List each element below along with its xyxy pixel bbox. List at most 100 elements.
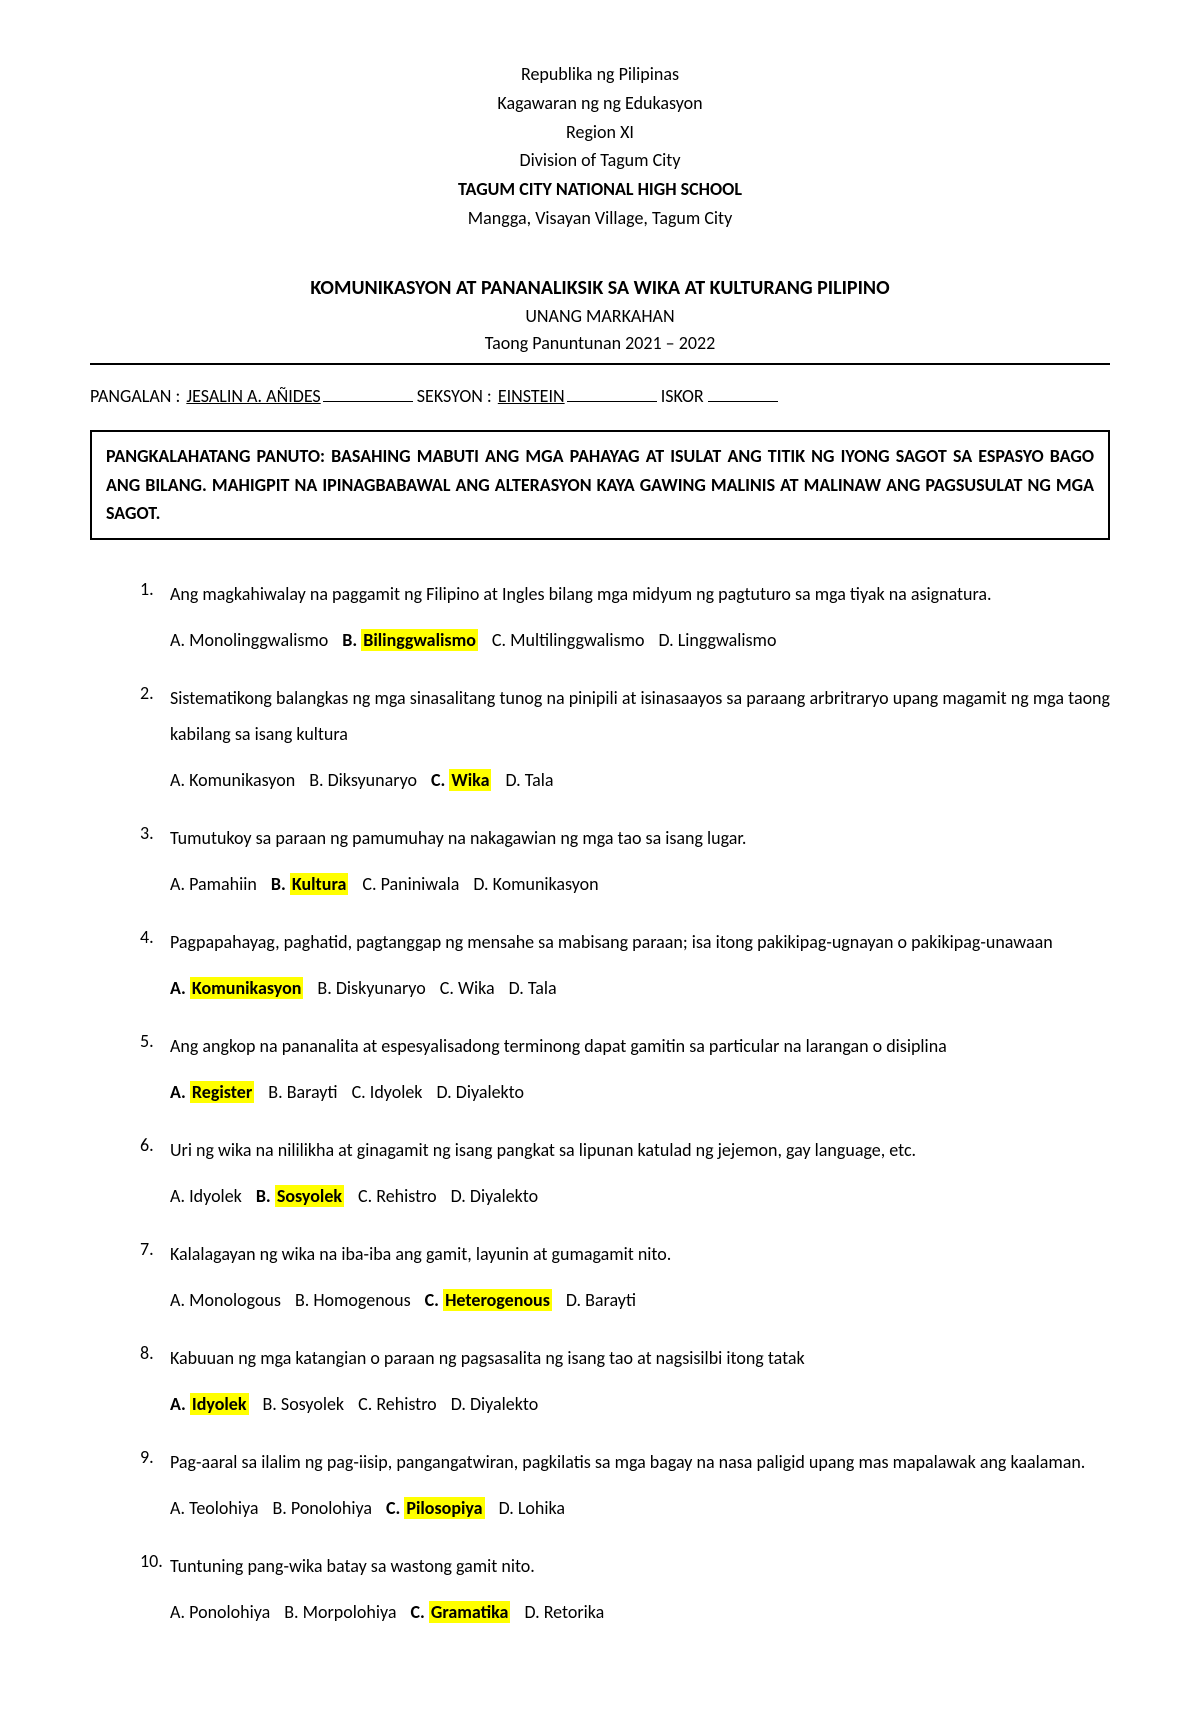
letterhead: Republika ng Pilipinas Kagawaran ng ng E… [90, 60, 1110, 233]
choice-option: D. Komunikasyon [473, 873, 598, 895]
choice-letter: D. [451, 1185, 470, 1207]
choice-letter: B. [263, 1393, 281, 1415]
choice-text: Ponolohiya [189, 1601, 270, 1623]
choice-letter: A. [170, 1289, 189, 1311]
choice-text: Idyolek [189, 1185, 242, 1207]
choice-letter: A. [170, 1393, 190, 1415]
choices-row: A. KomunikasyonB. DiksyunaryoC. WikaD. T… [170, 762, 1110, 798]
choice-option: B. Bilinggwalismo [342, 629, 478, 651]
choice-letter: B. [256, 1185, 275, 1207]
choice-text: Diksyunaryo [328, 769, 417, 791]
choice-option: C. Heterogenous [425, 1289, 552, 1311]
question-number: 1. [140, 576, 170, 603]
choice-text: Teolohiya [189, 1497, 258, 1519]
choice-text: Tala [528, 977, 557, 999]
choice-text: Komunikasyon [190, 977, 304, 999]
choice-option: B. Kultura [271, 873, 349, 895]
choice-option: A. Idyolek [170, 1393, 249, 1415]
choice-option: B. Barayti [268, 1081, 337, 1103]
question-text: Uri ng wika na nililikha at ginagamit ng… [170, 1132, 1110, 1168]
choice-text: Lohika [518, 1497, 565, 1519]
question-text: Tumutukoy sa paraan ng pamumuhay na naka… [170, 820, 1110, 856]
choice-option: C. Multilinggwalismo [492, 629, 645, 651]
choice-text: Wika [449, 769, 491, 791]
choice-option: C. Gramatika [410, 1601, 510, 1623]
question-row: 7.Kalalagayan ng wika na iba-iba ang gam… [140, 1236, 1110, 1272]
choice-letter: C. [431, 769, 449, 791]
question-text: Pagpapahayag, paghatid, pagtanggap ng me… [170, 924, 1110, 960]
question-item: 5.Ang angkop na pananalita at espesyalis… [140, 1028, 1110, 1110]
choice-text: Diyalekto [470, 1393, 538, 1415]
question-item: 9.Pag-aaral sa ilalim ng pag-iisip, pang… [140, 1444, 1110, 1526]
choice-letter: B. [309, 769, 327, 791]
choice-letter: D. [473, 873, 492, 895]
choice-text: Barayti [287, 1081, 338, 1103]
choice-option: B. Diskyunaryo [317, 977, 425, 999]
choice-option: D. Diyalekto [451, 1185, 539, 1207]
choice-option: C. Rehistro [358, 1185, 437, 1207]
question-number: 6. [140, 1132, 170, 1159]
questions-list: 1.Ang magkahiwalay na paggamit ng Filipi… [90, 576, 1110, 1630]
choice-option: D. Diyalekto [451, 1393, 539, 1415]
choice-letter: B. [271, 873, 290, 895]
choice-option: A. Pamahiin [170, 873, 257, 895]
choice-letter: D. [509, 977, 528, 999]
choice-text: Idyolek [370, 1081, 423, 1103]
choice-option: B. Morpolohiya [284, 1601, 396, 1623]
choice-letter: D. [451, 1393, 470, 1415]
choice-option: D. Tala [509, 977, 557, 999]
choice-text: Diyalekto [470, 1185, 538, 1207]
subtitle-term: UNANG MARKAHAN [90, 303, 1110, 330]
question-text: Sistematikong balangkas ng mga sinasalit… [170, 680, 1110, 752]
question-item: 1.Ang magkahiwalay na paggamit ng Filipi… [140, 576, 1110, 658]
question-text: Tuntuning pang-wika batay sa wastong gam… [170, 1548, 1110, 1584]
question-row: 2.Sistematikong balangkas ng mga sinasal… [140, 680, 1110, 752]
choice-text: Wika [458, 977, 495, 999]
choice-letter: D. [436, 1081, 455, 1103]
choice-option: C. Pilosopiya [386, 1497, 485, 1519]
section-value: EINSTEIN [496, 385, 567, 407]
choice-letter: D. [505, 769, 524, 791]
question-item: 7.Kalalagayan ng wika na iba-iba ang gam… [140, 1236, 1110, 1318]
header-line-2: Kagawaran ng ng Edukasyon [90, 89, 1110, 118]
question-number: 9. [140, 1444, 170, 1471]
student-info-row: PANGALAN : JESALIN A. AÑIDES SEKSYON : E… [90, 383, 1110, 410]
choice-letter: A. [170, 1601, 189, 1623]
choice-letter: D. [524, 1601, 543, 1623]
choice-letter: B. [272, 1497, 290, 1519]
question-item: 3.Tumutukoy sa paraan ng pamumuhay na na… [140, 820, 1110, 902]
choice-text: Rehistro [376, 1393, 436, 1415]
choice-letter: A. [170, 769, 189, 791]
name-label: PANGALAN : [90, 385, 184, 407]
choice-text: Sosyolek [275, 1185, 344, 1207]
choice-text: Pilosopiya [404, 1497, 484, 1519]
choice-letter: C. [386, 1497, 404, 1519]
choice-option: B. Diksyunaryo [309, 769, 417, 791]
choice-option: A. Teolohiya [170, 1497, 258, 1519]
choice-letter: C. [425, 1289, 443, 1311]
choice-text: Idyolek [190, 1393, 249, 1415]
header-school-name: TAGUM CITY NATIONAL HIGH SCHOOL [90, 175, 1110, 204]
question-number: 5. [140, 1028, 170, 1055]
choice-option: A. Ponolohiya [170, 1601, 270, 1623]
choice-text: Paniniwala [381, 873, 460, 895]
choice-letter: C. [362, 873, 380, 895]
choice-text: Rehistro [376, 1185, 436, 1207]
question-item: 10.Tuntuning pang-wika batay sa wastong … [140, 1548, 1110, 1630]
choice-option: A. Monolinggwalismo [170, 629, 328, 651]
choice-text: Barayti [585, 1289, 636, 1311]
choice-option: A. Monologous [170, 1289, 281, 1311]
choice-text: Monolinggwalismo [189, 629, 328, 651]
choice-letter: C. [352, 1081, 370, 1103]
choice-text: Sosyolek [281, 1393, 344, 1415]
choice-letter: B. [317, 977, 335, 999]
choice-text: Tala [525, 769, 554, 791]
question-row: 10.Tuntuning pang-wika batay sa wastong … [140, 1548, 1110, 1584]
choice-text: Diskyunaryo [336, 977, 426, 999]
section-blank [567, 384, 657, 402]
question-row: 9.Pag-aaral sa ilalim ng pag-iisip, pang… [140, 1444, 1110, 1480]
choice-letter: D. [499, 1497, 518, 1519]
choice-text: Homogenous [313, 1289, 410, 1311]
choices-row: A. KomunikasyonB. DiskyunaryoC. WikaD. T… [170, 970, 1110, 1006]
choice-letter: B. [295, 1289, 313, 1311]
